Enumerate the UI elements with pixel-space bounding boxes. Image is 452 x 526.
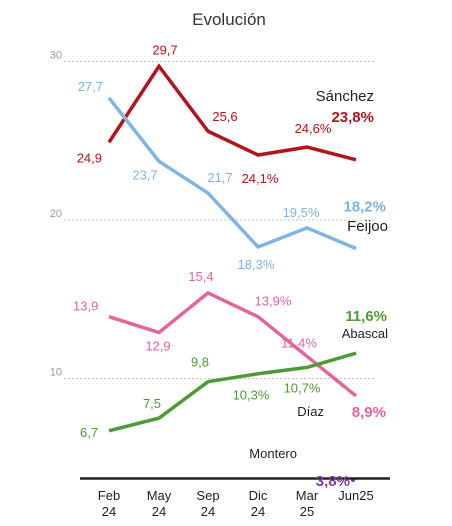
series-name-abascal: Abascal xyxy=(342,326,388,341)
chart-title: Evolución xyxy=(192,10,266,29)
data-label-feijoo: 18,3% xyxy=(238,257,275,272)
data-label-díaz: 11,4% xyxy=(281,335,317,350)
data-label-feijoo: 27,7 xyxy=(78,79,103,94)
data-label-díaz: 12,9 xyxy=(145,339,170,354)
data-label-abascal: 11,6% xyxy=(345,308,387,325)
series-line-sánchez xyxy=(107,63,357,162)
grid: 10 20 30 xyxy=(50,50,374,379)
data-label-feijoo: 21,7 xyxy=(207,170,232,185)
x-tick-label: May 24 xyxy=(147,488,172,519)
data-label-abascal: 9,8 xyxy=(191,355,209,370)
series-name-sánchez: Sánchez xyxy=(316,88,374,105)
data-label-abascal: 10,3% xyxy=(233,388,270,403)
data-label-sánchez: 29,7 xyxy=(152,42,177,57)
x-tick-label: Dic 24 xyxy=(249,488,268,519)
data-label-díaz: 13,9 xyxy=(73,299,98,314)
x-tick-label: Feb 24 xyxy=(98,488,120,519)
data-label-sánchez: 25,6 xyxy=(212,109,237,124)
y-tick-label: 30 xyxy=(50,50,62,62)
data-label-sánchez: 24,6% xyxy=(295,121,332,136)
data-label-montero: 3,8% xyxy=(316,473,350,490)
data-label-díaz: 8,9% xyxy=(352,404,386,421)
data-label-feijoo: 18,2% xyxy=(343,199,386,216)
x-tick-label: Jun25 xyxy=(338,488,373,503)
series-line-díaz xyxy=(108,290,358,398)
x-tick-label: Mar 25 xyxy=(296,488,319,519)
data-label-feijoo: 19,5% xyxy=(283,205,320,220)
data-label-abascal: 10,7% xyxy=(284,380,321,395)
data-label-sánchez: 24,9 xyxy=(77,150,102,165)
series-name-díaz: Díaz xyxy=(297,404,324,419)
data-label-díaz: 13,9% xyxy=(255,294,292,309)
data-label-sánchez: 23,8% xyxy=(331,109,374,126)
data-labels: 24,9 29,7 25,6 24,1% 24,6%23,8% 27,7 23,7 21,7 1… xyxy=(73,42,388,490)
series-line-feijoo xyxy=(107,96,357,251)
x-tick-label: Sep 24 xyxy=(196,488,219,519)
data-label-feijoo: 23,7 xyxy=(132,167,157,182)
data-label-abascal: 6,7 xyxy=(80,425,98,440)
y-tick-label: 20 xyxy=(50,208,62,220)
x-axis: Feb 24 May 24 Sep 24 Dic 24 Mar 25 Jun25 xyxy=(80,477,390,519)
y-tick-label: 10 xyxy=(50,367,62,379)
data-label-abascal: 7,5 xyxy=(143,396,161,411)
series-name-feijoo: Feijoo xyxy=(347,218,388,235)
series-line-abascal xyxy=(108,351,357,433)
series-lines xyxy=(107,63,358,482)
data-label-sánchez: 24,1% xyxy=(242,171,279,186)
data-label-díaz: 15,4 xyxy=(188,269,213,284)
series-name-montero: Montero xyxy=(249,446,297,461)
